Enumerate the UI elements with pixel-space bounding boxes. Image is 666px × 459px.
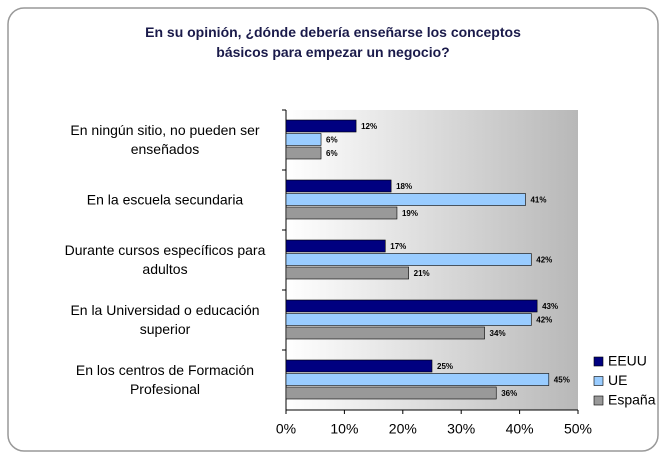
bar	[285, 266, 409, 280]
bar	[285, 299, 538, 313]
value-label: 25%	[437, 362, 453, 371]
y-tick-label: Durante cursos específicos para adultos	[64, 242, 266, 277]
x-tick-label: 0%	[276, 421, 296, 437]
x-tick-label: 20%	[389, 421, 417, 437]
value-label: 34%	[490, 329, 506, 338]
chart-title: En su opinión, ¿dónde debería enseñarse …	[145, 24, 521, 60]
y-tick-label: En la escuela secundaria	[86, 191, 244, 208]
value-label: 17%	[390, 242, 406, 251]
value-label: 21%	[414, 269, 430, 278]
value-label: 41%	[530, 196, 546, 205]
x-tick-label: 50%	[564, 421, 592, 437]
x-tick-label: 40%	[506, 421, 534, 437]
value-label: 19%	[402, 209, 418, 218]
bar	[285, 193, 526, 206]
value-label: 42%	[536, 316, 552, 325]
bar	[285, 179, 392, 193]
legend-swatch	[593, 376, 604, 386]
bar	[285, 119, 357, 133]
bar	[285, 326, 485, 340]
y-tick-label: En la Universidad o educación superior	[70, 302, 260, 337]
bar	[285, 359, 433, 373]
value-label: 45%	[554, 376, 570, 385]
legend-label: EEUU	[608, 353, 647, 369]
value-label: 12%	[361, 122, 377, 131]
value-label: 6%	[326, 149, 338, 158]
bar	[285, 133, 322, 146]
value-label: 36%	[501, 389, 517, 398]
y-tick-label: En los centros de Formación Profesional	[75, 362, 255, 397]
x-tick-label: 30%	[447, 421, 475, 437]
bar	[285, 253, 532, 266]
legend-label: España	[608, 392, 656, 408]
x-tick-label: 10%	[330, 421, 358, 437]
bar	[285, 386, 497, 400]
value-label: 42%	[536, 256, 552, 265]
bar	[285, 373, 550, 386]
legend-label: UE	[608, 372, 627, 388]
value-label: 6%	[326, 136, 338, 145]
legend-swatch	[593, 395, 604, 406]
value-label: 43%	[542, 302, 558, 311]
value-label: 18%	[396, 182, 412, 191]
bar	[285, 206, 398, 220]
bar	[285, 313, 532, 326]
bar	[285, 146, 322, 160]
y-tick-label: En ningún sitio, no pueden ser enseñados	[70, 122, 260, 157]
bar	[285, 239, 386, 253]
legend-swatch	[593, 356, 604, 367]
